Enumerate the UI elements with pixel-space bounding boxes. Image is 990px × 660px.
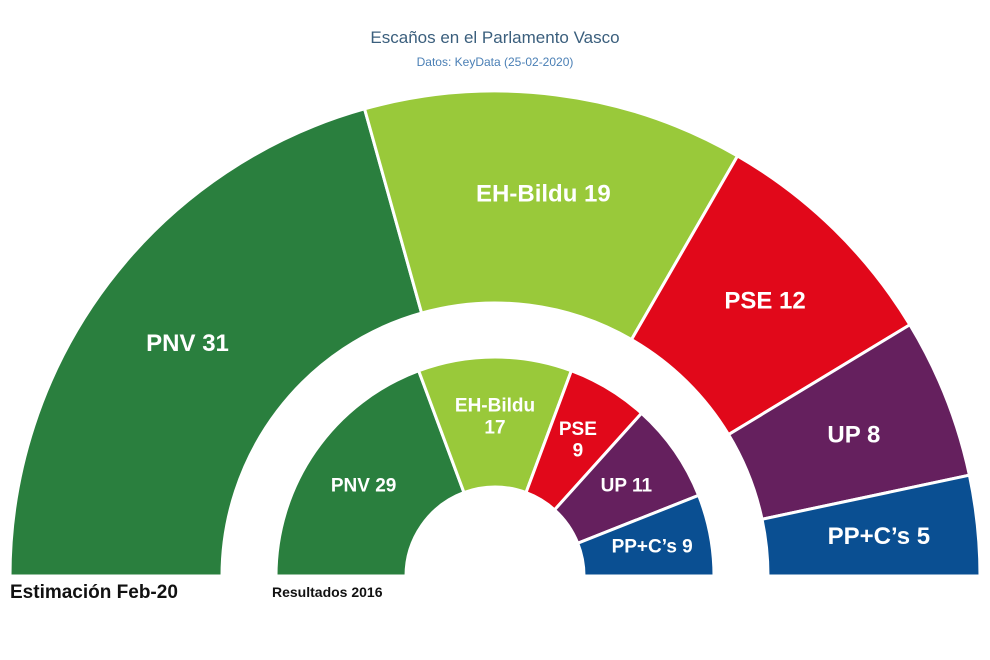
results-segment-pp-c-s — [575, 493, 716, 578]
results-label-up: UP 11 — [601, 475, 653, 496]
estimate-label-eh-bildu: EH-Bildu 19 — [476, 180, 611, 207]
estimate-segment-pp-c-s — [760, 473, 982, 578]
caption-resultados: Resultados 2016 — [272, 584, 383, 600]
results-label-pp-c-s: PP+C’s 9 — [612, 537, 693, 558]
results-label-pnv: PNV 29 — [331, 475, 396, 496]
results-label-eh-bildu: EH-Bildu 17 — [455, 396, 535, 439]
estimate-label-pse: PSE 12 — [724, 288, 805, 315]
caption-estimacion: Estimación Feb-20 — [10, 582, 178, 603]
estimate-segment-pnv — [8, 107, 424, 578]
estimate-label-up: UP 8 — [827, 421, 880, 448]
estimate-segment-eh-bildu — [362, 89, 740, 342]
estimate-label-pnv: PNV 31 — [146, 330, 229, 357]
chart-title: Escaños en el Parlamento Vasco — [370, 28, 620, 47]
results-label-pse: PSE 9 — [559, 419, 597, 462]
results-segment-pnv — [274, 368, 466, 578]
chart-subtitle: Datos: KeyData (25-02-2020) — [416, 55, 574, 69]
estimate-label-pp-c-s: PP+C’s 5 — [828, 523, 931, 550]
